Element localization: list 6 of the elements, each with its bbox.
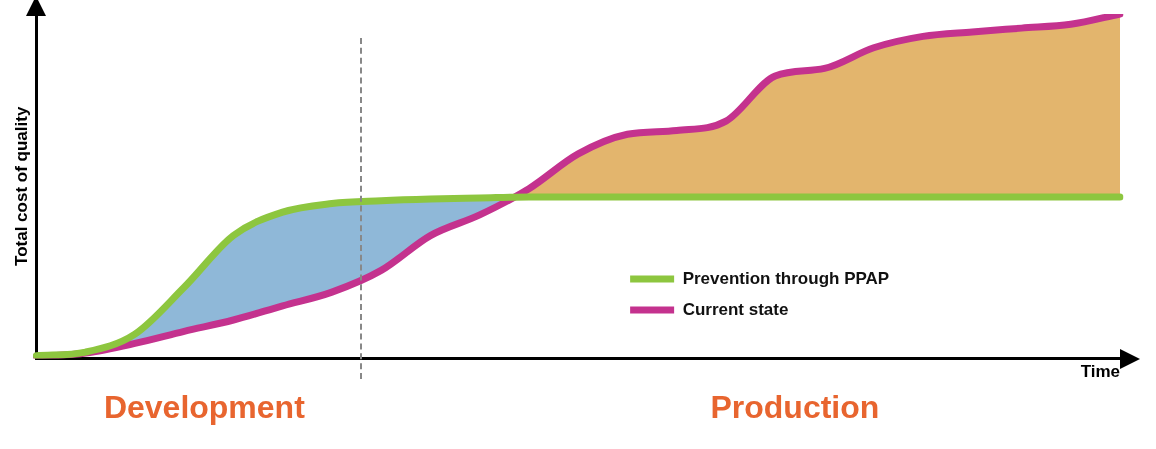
text: Development: [103, 388, 305, 426]
legend-label: Prevention through PPAP: [682, 268, 890, 288]
text: Production: [710, 388, 880, 426]
legend-label: Current state: [682, 299, 789, 319]
y-axis-title: Total cost of quality: [11, 106, 31, 266]
x-axis-title: Time: [1080, 362, 1120, 382]
